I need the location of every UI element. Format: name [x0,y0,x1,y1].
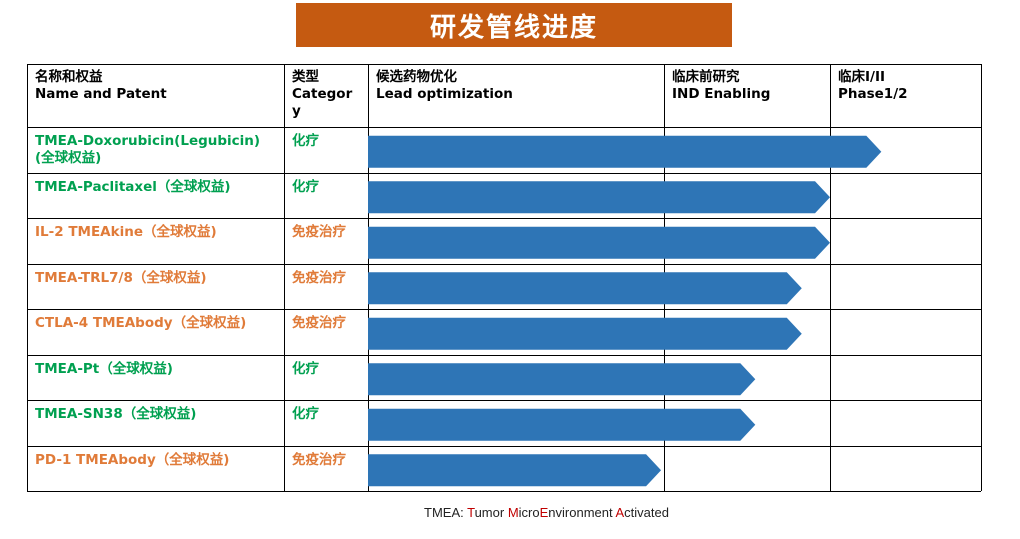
footnote-letter-e: E [539,505,549,520]
column-header-zh: 临床I/II [838,69,885,85]
drug-name-cell: PD-1 TMEAbody（全球权益) [35,451,230,468]
footnote-word-umor: umor [474,505,508,520]
category-cell: 化疗 [292,406,319,422]
drug-name-cell: TMEA-SN38（全球权益) [35,406,197,422]
progress-arrow-1 [368,181,830,214]
drug-name-cell: TMEA-TRL7/8（全球权益) [35,269,207,286]
column-header-en: Categor y [292,86,353,119]
column-header-en: IND Enabling [672,86,771,102]
drug-name-cell: CTLA-4 TMEAbody（全球权益) [35,315,247,331]
column-header-en: Name and Patent [35,86,167,102]
column-header-0: 名称和权益 Name and Patent [35,69,280,103]
category-cell: 化疗 [292,178,319,195]
footnote-letter-t: T [467,505,475,520]
drug-name-cell: TMEA-Paclitaxel（全球权益) [35,178,231,195]
progress-arrow-0 [368,135,882,168]
page-title: 研发管线进度 [429,12,598,43]
drug-name-cell: IL-2 TMEAkine（全球权益) [35,224,217,240]
progress-arrow-3 [368,272,802,305]
footnote-letter-m: M [507,505,519,520]
column-header-3: 临床前研究 IND Enabling [672,69,826,103]
progress-arrow-2 [368,226,830,259]
column-header-zh: 名称和权益 [35,69,103,85]
title-banner: 研发管线进度 [296,3,732,47]
category-cell: 免疫治疗 [292,224,346,240]
column-header-zh: 临床前研究 [672,69,740,85]
column-header-1: 类型 Categor y [292,69,364,120]
column-header-en: Lead optimization [376,86,513,102]
category-cell: 化疗 [292,133,319,149]
progress-arrow-6 [368,408,756,441]
category-cell: 免疫治疗 [292,451,346,468]
column-header-zh: 候选药物优化 [376,69,457,85]
drug-name-cell: TMEA-Pt（全球权益) [35,360,173,377]
category-cell: 化疗 [292,360,319,377]
category-cell: 免疫治疗 [292,269,346,286]
column-header-zh: 类型 [292,69,319,85]
progress-arrow-7 [368,454,662,487]
progress-arrow-5 [368,363,756,396]
footnote-word-nvironment: nvironment [548,505,616,520]
column-header-2: 候选药物优化 Lead optimization [376,69,660,103]
category-cell: 免疫治疗 [292,315,346,331]
drug-name-cell: TMEA-Doxorubicin(Legubicin) (全球权益) [35,133,261,166]
column-header-en: Phase1/2 [838,86,908,102]
column-header-4: 临床I/II Phase1/2 [838,69,977,103]
footnote: TMEA: Tumor MicroEnvironment Activated [424,505,669,520]
progress-arrow-4 [368,317,802,350]
footnote-prefix: TMEA: [424,505,468,520]
footnote-word-ctivated: ctivated [624,505,669,520]
footnote-letter-a: A [615,505,625,520]
footnote-word-icro: icro [518,505,540,520]
